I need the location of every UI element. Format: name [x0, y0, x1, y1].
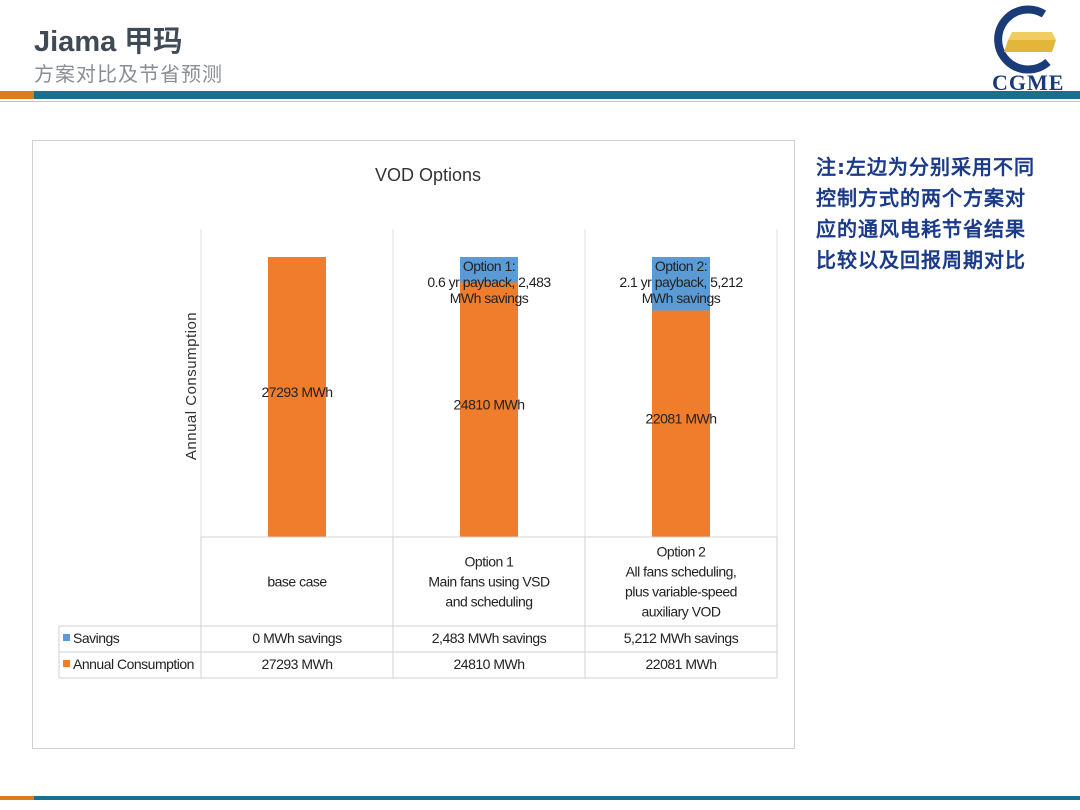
- header-divider: [0, 91, 1080, 99]
- category-label: Option 1: [465, 554, 515, 570]
- chart-title: VOD Options: [375, 165, 481, 185]
- header-thin-line: [0, 101, 1080, 102]
- table-cell: 5,212 MWh savings: [624, 630, 739, 646]
- bar-annual-consumption: [652, 310, 710, 537]
- category-label: Option 2: [657, 544, 707, 560]
- category-label: base case: [267, 574, 327, 590]
- data-label-savings: Option 1:: [463, 258, 515, 274]
- header-divider-accent: [0, 91, 34, 99]
- chart-svg: VOD Options Annual Consumption 27293 MWh 24…: [58, 165, 778, 679]
- category-label: Main fans using VSD: [428, 574, 550, 590]
- bar-annual-consumption: [268, 257, 326, 537]
- legend-swatch: [63, 660, 70, 667]
- category-label: All fans scheduling,: [626, 564, 737, 580]
- footer-divider-accent: [0, 796, 34, 800]
- table-cell: 27293 MWh: [262, 656, 333, 672]
- table-cell: 22081 MWh: [646, 656, 717, 672]
- logo-text: CGME: [992, 70, 1065, 95]
- category-label: and scheduling: [445, 594, 532, 610]
- data-label-consumption: 22081 MWh: [646, 411, 717, 427]
- vod-options-chart: VOD Options Annual Consumption 27293 MWh 24…: [32, 140, 795, 749]
- category-label: auxiliary VOD: [641, 604, 720, 620]
- data-label-savings: Option 2:: [655, 258, 707, 274]
- data-label-savings: MWh savings: [450, 290, 529, 306]
- note-text: 注:左边为分别采用不同控制方式的两个方案对应的通风电耗节省结果比较以及回报周期对…: [816, 155, 1035, 272]
- table-cell: 0 MWh savings: [252, 630, 342, 646]
- bar-savings: [652, 257, 710, 311]
- page-subtitle: 方案对比及节省预测: [34, 64, 223, 86]
- bar-annual-consumption: [460, 282, 518, 537]
- footer-divider: [0, 796, 1080, 800]
- cgme-emblem-icon: [994, 5, 1056, 74]
- data-label-savings: 2.1 yr payback, 5,212: [619, 274, 743, 290]
- legend-label: Annual Consumption: [73, 656, 194, 672]
- data-label-consumption: 27293 MWh: [262, 384, 333, 400]
- table-cell: 24810 MWh: [454, 656, 525, 672]
- page-title: Jiama 甲玛: [34, 26, 183, 58]
- y-axis-label: Annual Consumption: [183, 312, 200, 460]
- table-cell: 2,483 MWh savings: [432, 630, 547, 646]
- legend-swatch: [63, 634, 70, 641]
- bar-savings: [460, 257, 518, 283]
- cgme-logo: CGME: [986, 4, 1076, 95]
- legend-label: Savings: [73, 630, 120, 646]
- category-label: plus variable-speed: [625, 584, 737, 600]
- data-label-savings: MWh savings: [642, 290, 721, 306]
- data-label-savings: 0.6 yr payback, 2,483: [427, 274, 551, 290]
- data-label-consumption: 24810 MWh: [454, 397, 525, 413]
